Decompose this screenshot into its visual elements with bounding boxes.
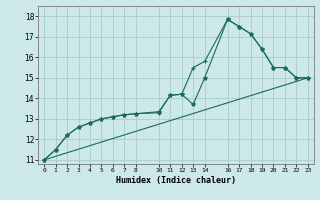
X-axis label: Humidex (Indice chaleur): Humidex (Indice chaleur): [116, 176, 236, 185]
